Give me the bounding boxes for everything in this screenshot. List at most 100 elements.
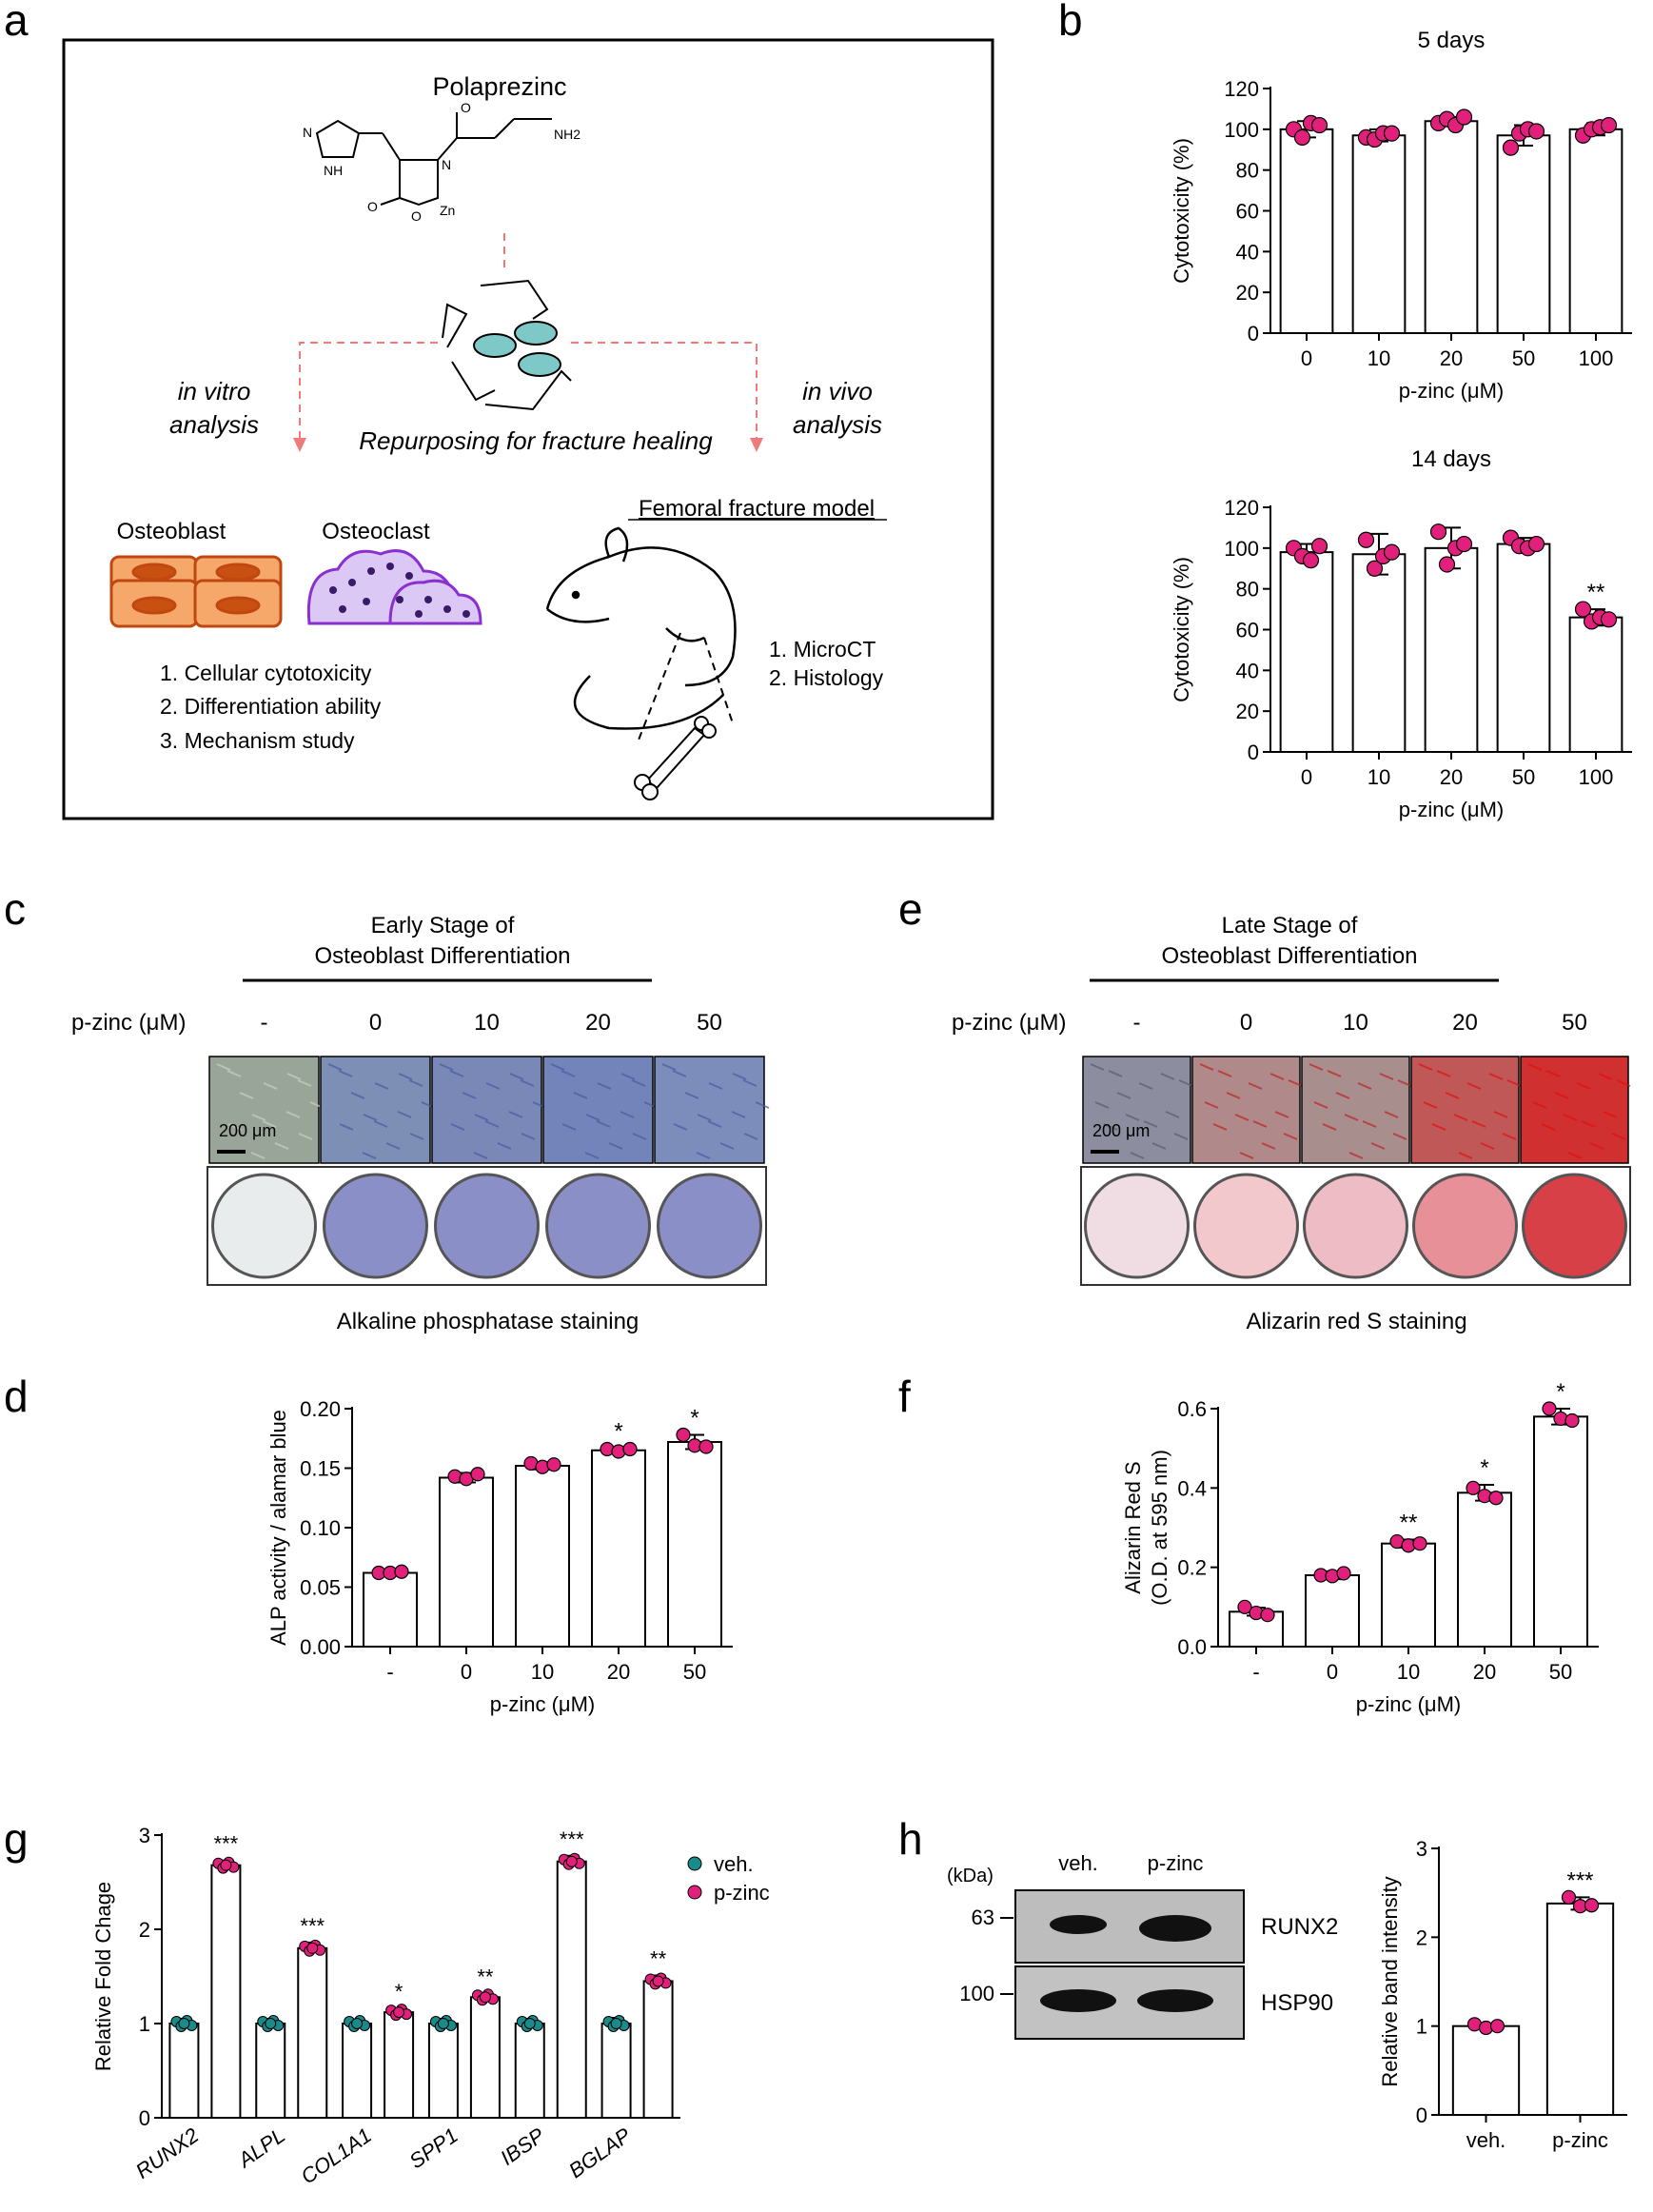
- x-tick-label: 50: [1549, 1660, 1572, 1684]
- bar: [255, 2023, 286, 2119]
- micrograph-tile: [1410, 1056, 1520, 1164]
- in-vivo-item-1: 1. MicroCT: [769, 637, 876, 662]
- data-point: [1542, 1401, 1557, 1416]
- texture-stroke: [1234, 1114, 1250, 1121]
- condition-row-label: p-zinc (μM): [71, 1010, 187, 1036]
- texture-stroke: [550, 1063, 565, 1071]
- texture-stroke: [1493, 1111, 1508, 1118]
- bar: [1568, 616, 1623, 753]
- data-point: [676, 1427, 691, 1443]
- texture-stroke: [327, 1063, 343, 1071]
- y-tick-label: 80: [1236, 159, 1259, 183]
- recycle-icon: [442, 279, 572, 411]
- data-point: [437, 2018, 449, 2029]
- bar: [210, 1864, 242, 2120]
- texture-stroke: [620, 1073, 636, 1080]
- x-tick-label: 50: [1512, 765, 1535, 789]
- chart-cytotoxicity-5days: 5 days 0 20 40 60 80 100 120 0 10 20 50 100 p-zinc (μ…: [1170, 28, 1632, 403]
- atom-o2: O: [367, 199, 378, 214]
- texture-stroke: [1541, 1123, 1556, 1131]
- marker-label: 63: [972, 1906, 994, 1929]
- y-tick-label: 1: [139, 2012, 150, 2036]
- texture-stroke: [473, 1152, 488, 1159]
- y-tick-label: 80: [1236, 578, 1259, 602]
- in-vivo-item-2: 2. Histology: [769, 665, 884, 690]
- scale-bar-label: 200 μm: [1092, 1121, 1150, 1140]
- y-tick-label: 0.20: [300, 1397, 341, 1421]
- texture-stroke: [286, 1073, 302, 1080]
- significance-mark: **: [1400, 1511, 1418, 1536]
- y-tick-label: 3: [1416, 1837, 1427, 1861]
- texture-stroke: [1335, 1092, 1350, 1099]
- significance-mark: **: [477, 1965, 494, 1988]
- y-tick-label: 0.05: [300, 1576, 341, 1600]
- texture-stroke: [1603, 1111, 1618, 1118]
- texture-stroke: [1453, 1114, 1468, 1121]
- bar: [469, 1996, 501, 2119]
- micrograph-tile: [542, 1056, 654, 1164]
- texture-stroke: [374, 1082, 389, 1090]
- y-tick-label: 3: [139, 1824, 150, 1847]
- texture-stroke: [1397, 1079, 1412, 1087]
- atom-n2: N: [442, 157, 451, 172]
- data-point: [306, 1942, 319, 1954]
- bar: [363, 1571, 418, 1648]
- data-point: [1383, 543, 1401, 561]
- well: [545, 1173, 651, 1279]
- texture-stroke: [509, 1073, 524, 1080]
- condition-row-label: p-zinc (μM): [952, 1010, 1067, 1036]
- stage-header-2: Osteoblast Differentiation: [1161, 943, 1417, 969]
- staining-caption: Alizarin red S staining: [1246, 1309, 1466, 1334]
- legend-label: p-zinc: [714, 1881, 770, 1905]
- y-tick-label: 2: [139, 1918, 150, 1942]
- texture-stroke: [398, 1073, 413, 1080]
- data-point: [1366, 560, 1384, 577]
- x-tick-label: 50: [683, 1660, 706, 1684]
- bar: [168, 2023, 200, 2119]
- panel-label-a: a: [4, 0, 29, 45]
- data-point: [1302, 552, 1320, 569]
- texture-stroke: [339, 1123, 354, 1131]
- texture-stroke: [719, 1142, 735, 1150]
- y-tick-label: 100: [1224, 118, 1259, 142]
- texture-stroke: [1502, 1133, 1517, 1140]
- texture-stroke: [497, 1142, 512, 1150]
- significance-mark: *: [1480, 1455, 1488, 1481]
- atom-nh: NH: [324, 163, 343, 178]
- texture-stroke: [1125, 1114, 1140, 1121]
- data-point: [1488, 1491, 1504, 1506]
- texture-stroke: [1581, 1120, 1596, 1128]
- y-tick-label: 0.4: [1177, 1476, 1207, 1500]
- in-vivo-line2: analysis: [793, 410, 882, 439]
- texture-stroke: [673, 1123, 688, 1131]
- texture-stroke: [1094, 1101, 1110, 1109]
- micrograph-tile: [1520, 1056, 1629, 1164]
- data-point: [1489, 2019, 1505, 2034]
- in-vitro-line2: analysis: [169, 410, 259, 439]
- texture-stroke: [755, 1101, 770, 1109]
- y-tick-label: 120: [1224, 496, 1259, 520]
- osteoclast-icon: [306, 549, 482, 625]
- texture-stroke: [338, 1070, 353, 1077]
- band: [1137, 1989, 1213, 2012]
- condition-label: -: [1133, 1010, 1141, 1036]
- data-point: [1310, 116, 1328, 134]
- texture-stroke: [1418, 1063, 1433, 1071]
- data-point: [1336, 1566, 1351, 1581]
- bar: [1424, 120, 1479, 335]
- x-tick-label: RUNX2: [131, 2123, 203, 2183]
- bar: [1279, 128, 1334, 335]
- texture-stroke: [226, 1070, 242, 1077]
- condition-label: 50: [1562, 1010, 1587, 1036]
- y-tick-label: 0: [1416, 2103, 1427, 2127]
- bar: [642, 1980, 674, 2119]
- y-tick-label: 60: [1236, 619, 1259, 642]
- texture-stroke: [362, 1152, 377, 1159]
- data-point: [220, 1859, 232, 1871]
- texture-stroke: [684, 1092, 699, 1099]
- legend-marker: [687, 1856, 702, 1871]
- texture-stroke: [285, 1111, 301, 1118]
- bar: [297, 1946, 328, 2119]
- y-tick-label: 60: [1236, 200, 1259, 224]
- atom-nh2: NH2: [554, 127, 581, 142]
